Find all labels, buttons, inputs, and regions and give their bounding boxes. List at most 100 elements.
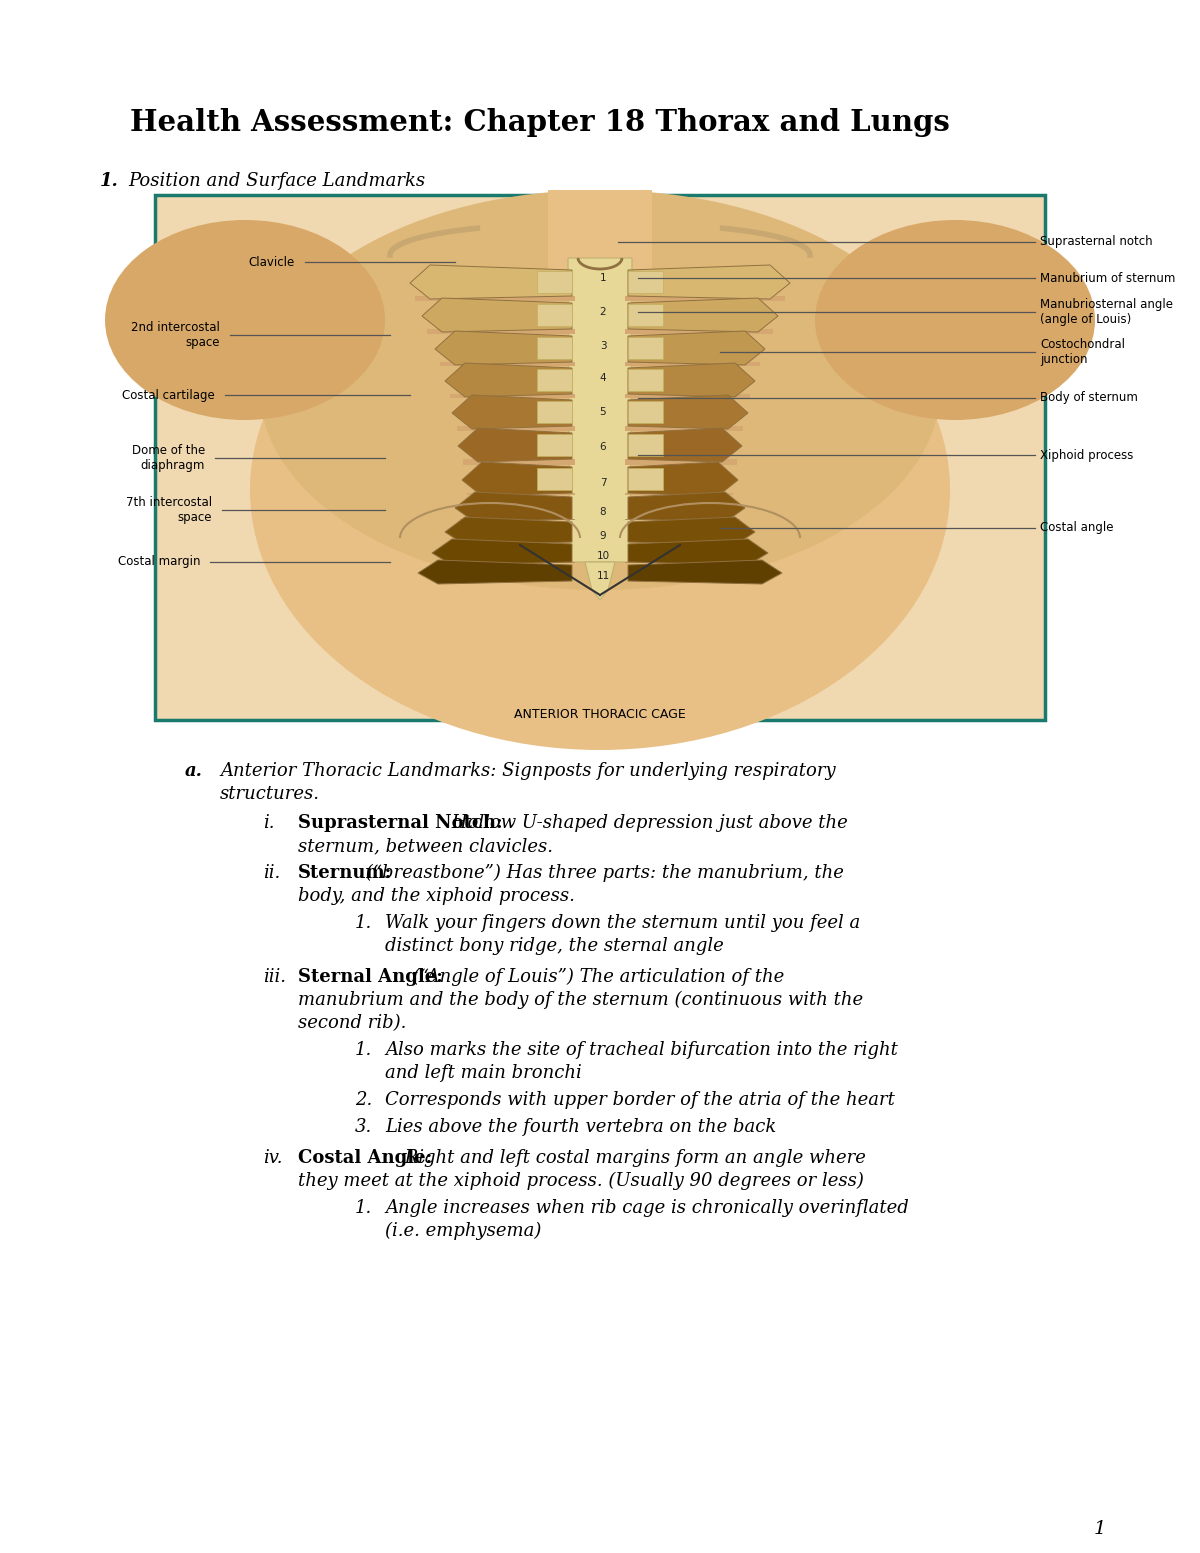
Text: 9: 9 <box>600 531 606 540</box>
Polygon shape <box>628 461 738 495</box>
Text: Sternum:: Sternum: <box>298 863 392 882</box>
Text: Clavicle: Clavicle <box>248 256 295 269</box>
Bar <box>538 370 572 391</box>
Ellipse shape <box>250 230 950 750</box>
Bar <box>628 401 662 422</box>
Bar <box>538 433 572 457</box>
Text: 2: 2 <box>600 307 606 317</box>
Text: 1.: 1. <box>355 915 372 932</box>
Text: sternum, between clavicles.: sternum, between clavicles. <box>298 837 553 856</box>
Bar <box>625 460 737 464</box>
Text: 1.: 1. <box>355 1041 372 1059</box>
Text: 1.: 1. <box>355 1199 372 1218</box>
Text: iii.: iii. <box>263 968 286 986</box>
Bar <box>450 394 575 398</box>
Text: Lies above the fourth vertebra on the back: Lies above the fourth vertebra on the ba… <box>385 1118 776 1135</box>
Text: Health Assessment: Chapter 18 Thorax and Lungs: Health Assessment: Chapter 18 Thorax and… <box>130 109 950 137</box>
Text: 7: 7 <box>600 478 606 488</box>
Text: 8: 8 <box>600 506 606 517</box>
Polygon shape <box>462 461 572 495</box>
Bar <box>440 362 575 367</box>
Text: Right and left costal margins form an angle where: Right and left costal margins form an an… <box>400 1149 866 1166</box>
Text: body, and the xiphoid process.: body, and the xiphoid process. <box>298 887 575 905</box>
Text: Xiphoid process: Xiphoid process <box>1040 449 1133 461</box>
Bar <box>628 433 662 457</box>
Polygon shape <box>455 492 572 522</box>
Polygon shape <box>628 539 768 565</box>
Ellipse shape <box>106 221 385 419</box>
Text: Anterior Thoracic Landmarks: Signposts for underlying respiratory: Anterior Thoracic Landmarks: Signposts f… <box>220 763 835 780</box>
Bar <box>538 337 572 359</box>
Polygon shape <box>628 429 742 461</box>
Polygon shape <box>436 331 572 365</box>
Text: Costal Angle:: Costal Angle: <box>298 1149 432 1166</box>
Bar <box>538 401 572 422</box>
Bar <box>467 492 575 495</box>
Text: ANTERIOR THORACIC CAGE: ANTERIOR THORACIC CAGE <box>514 708 686 721</box>
Text: Position and Surface Landmarks: Position and Surface Landmarks <box>128 172 425 189</box>
Text: 1.: 1. <box>100 172 119 189</box>
Polygon shape <box>628 331 766 365</box>
Text: iv.: iv. <box>263 1149 282 1166</box>
Bar <box>625 329 773 334</box>
Text: Angle increases when rib cage is chronically overinflated: Angle increases when rib cage is chronic… <box>385 1199 908 1218</box>
Ellipse shape <box>260 189 940 590</box>
Polygon shape <box>452 394 572 429</box>
Polygon shape <box>628 298 778 332</box>
Bar <box>625 394 750 398</box>
Text: ii.: ii. <box>263 863 281 882</box>
Text: Costal angle: Costal angle <box>1040 522 1114 534</box>
Text: and left main bronchi: and left main bronchi <box>385 1064 582 1082</box>
Bar <box>415 297 575 301</box>
Bar <box>628 467 662 491</box>
Bar <box>628 337 662 359</box>
Text: Costal cartilage: Costal cartilage <box>122 388 215 402</box>
Polygon shape <box>418 561 572 584</box>
Text: Suprasternal Notch:: Suprasternal Notch: <box>298 814 503 832</box>
Text: Manubrium of sternum: Manubrium of sternum <box>1040 272 1175 284</box>
Ellipse shape <box>815 221 1096 419</box>
Bar <box>538 304 572 326</box>
Text: 1: 1 <box>600 273 606 283</box>
Bar <box>625 362 760 367</box>
Polygon shape <box>628 492 745 522</box>
Polygon shape <box>586 562 616 599</box>
Bar <box>457 426 575 432</box>
Bar <box>625 492 733 495</box>
Text: Also marks the site of tracheal bifurcation into the right: Also marks the site of tracheal bifurcat… <box>385 1041 898 1059</box>
Text: Body of sternum: Body of sternum <box>1040 391 1138 404</box>
Text: Sternal Angle:: Sternal Angle: <box>298 968 443 986</box>
Polygon shape <box>445 363 572 398</box>
Bar <box>155 196 1045 721</box>
Text: (i.e. emphysema): (i.e. emphysema) <box>385 1222 541 1241</box>
Bar <box>628 272 662 294</box>
Bar <box>538 467 572 491</box>
Polygon shape <box>628 363 755 398</box>
Text: 7th intercostal
space: 7th intercostal space <box>126 495 212 523</box>
Text: 3: 3 <box>600 342 606 351</box>
Text: Costal margin: Costal margin <box>118 556 200 568</box>
Text: Dome of the
diaphragm: Dome of the diaphragm <box>132 444 205 472</box>
Text: second rib).: second rib). <box>298 1014 407 1033</box>
Text: 1: 1 <box>1094 1520 1106 1537</box>
Text: 10: 10 <box>596 551 610 561</box>
Polygon shape <box>628 266 790 300</box>
Bar <box>625 426 743 432</box>
Text: manubrium and the body of the sternum (continuous with the: manubrium and the body of the sternum (c… <box>298 991 863 1009</box>
Polygon shape <box>410 266 572 300</box>
Polygon shape <box>628 561 782 584</box>
Text: 6: 6 <box>600 443 606 452</box>
Polygon shape <box>445 517 572 545</box>
Polygon shape <box>432 539 572 565</box>
Text: 3.: 3. <box>355 1118 372 1135</box>
Text: Costochondral
junction: Costochondral junction <box>1040 339 1126 367</box>
Text: 2nd intercostal
space: 2nd intercostal space <box>131 321 220 349</box>
Text: distinct bony ridge, the sternal angle: distinct bony ridge, the sternal angle <box>385 936 724 955</box>
Text: Manubriosternal angle
(angle of Louis): Manubriosternal angle (angle of Louis) <box>1040 298 1174 326</box>
Text: 11: 11 <box>596 572 610 581</box>
Bar <box>538 272 572 294</box>
Text: Walk your fingers down the sternum until you feel a: Walk your fingers down the sternum until… <box>385 915 860 932</box>
Bar <box>427 329 575 334</box>
Polygon shape <box>568 258 632 562</box>
Polygon shape <box>628 394 748 429</box>
